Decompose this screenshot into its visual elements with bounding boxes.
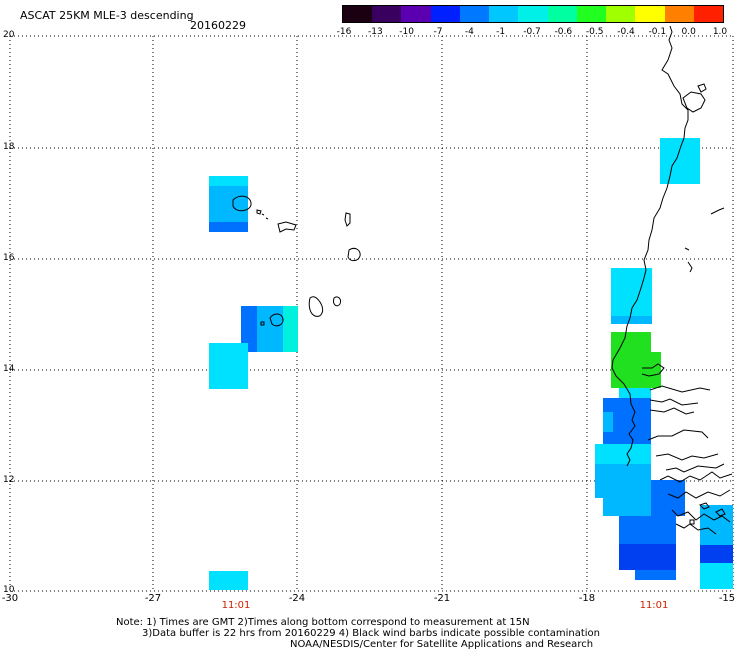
lat-lon-grid [9, 35, 734, 592]
colorbar [342, 5, 724, 23]
colorbar-label: -0.7 [523, 27, 541, 37]
wind-cell [257, 306, 283, 352]
colorbar-label: -0.6 [554, 27, 573, 37]
island-maio [333, 296, 341, 307]
island-brava [260, 321, 265, 326]
wind-cell [619, 544, 676, 570]
colorbar-segment [635, 6, 665, 22]
coast-guinea [659, 471, 733, 535]
latitude-tick-label: 12 [3, 475, 15, 485]
bijagos-islands [689, 502, 726, 525]
coast-mauritania-senegal [611, 25, 689, 467]
wind-cell [611, 316, 652, 324]
wind-cell [660, 138, 700, 184]
colorbar-segment [489, 6, 519, 22]
wind-cell [209, 571, 248, 590]
latitude-tick-label: 14 [3, 364, 15, 374]
latitude-tick-label: 16 [3, 253, 15, 263]
coast-guinea-bissau [647, 398, 725, 473]
wind-cell [635, 570, 676, 580]
colorbar-label: -16 [336, 27, 352, 37]
wind-cell [700, 545, 733, 563]
wind-cell [209, 343, 248, 389]
wind-cell [603, 412, 613, 432]
colorbar-label: -10 [399, 27, 415, 37]
island-sal [344, 212, 351, 227]
longitude-tick-label: -21 [433, 593, 451, 604]
colorbar-segment [430, 6, 460, 22]
colorbar-label: -1 [496, 27, 506, 37]
island-canary-fragment [682, 83, 707, 113]
coast-gambia-river [641, 363, 711, 393]
coastline [232, 25, 733, 535]
note-line-2: 3)Data buffer is 22 hrs from 20160229 4)… [142, 628, 600, 639]
colorbar-label: 0.0 [681, 27, 696, 37]
colorbar-label: -4 [464, 27, 474, 37]
pass-time-right: 11:01 [639, 600, 669, 611]
island-fogo [269, 313, 284, 327]
longitude-tick-label: -27 [144, 593, 162, 604]
note-line-1: Note: 1) Times are GMT 2)Times along bot… [116, 617, 530, 628]
wind-cell [209, 176, 248, 186]
island-sao-nicolau [277, 221, 297, 233]
colorbar-segment [547, 6, 577, 22]
colorbar-segment [606, 6, 636, 22]
colorbar-segment [576, 6, 607, 22]
wind-cell [209, 222, 248, 232]
colorbar-label: 1.0 [712, 27, 728, 37]
colorbar-segment [343, 6, 373, 22]
wind-cell [603, 498, 619, 516]
colorbar-label: -0.1 [648, 27, 667, 37]
colorbar-segment [664, 6, 694, 22]
colorbar-segment [693, 6, 724, 22]
latitude-tick-label: 18 [3, 142, 15, 152]
colorbar-segment [372, 6, 402, 22]
colorbar-label: -0.5 [585, 27, 604, 37]
wind-cell [700, 563, 733, 589]
colorbar-label: -0.4 [617, 27, 635, 37]
colorbar-label: -13 [367, 27, 383, 37]
pass-time-left: 11:01 [221, 600, 251, 611]
longitude-tick-label: -24 [288, 593, 306, 604]
wind-cell [595, 444, 651, 464]
colorbar-segment [401, 6, 431, 22]
wind-cell [209, 186, 248, 222]
colorbar-segment [518, 6, 548, 22]
latitude-tick-label: 20 [3, 30, 15, 40]
longitude-tick-label: -30 [1, 593, 19, 604]
wind-data-swaths [209, 138, 733, 590]
longitude-tick-label: -15 [718, 593, 736, 604]
wind-cell [619, 516, 676, 544]
wind-cell [700, 505, 733, 545]
island-sao-vicente [256, 209, 269, 220]
island-boa-vista [347, 247, 361, 262]
colorbar-label: -7 [433, 27, 443, 37]
note-line-3: NOAA/NESDIS/Center for Satellite Applica… [290, 639, 594, 650]
longitude-tick-label: -18 [578, 593, 596, 604]
colorbar-segment [459, 6, 490, 22]
latitude-tick-label: 10 [3, 585, 15, 595]
wind-cell [619, 388, 651, 398]
wind-cell [241, 306, 257, 352]
inland-lakes [684, 207, 725, 273]
wind-cell [651, 352, 661, 388]
chart-title: ASCAT 25KM MLE-3 descending [20, 9, 194, 22]
wind-cell [651, 480, 685, 516]
wind-cell [283, 306, 298, 352]
wind-cell [611, 332, 651, 388]
island-santo-antao [232, 195, 252, 212]
island-santiago [308, 296, 324, 317]
chart-date: 20160229 [190, 19, 246, 32]
